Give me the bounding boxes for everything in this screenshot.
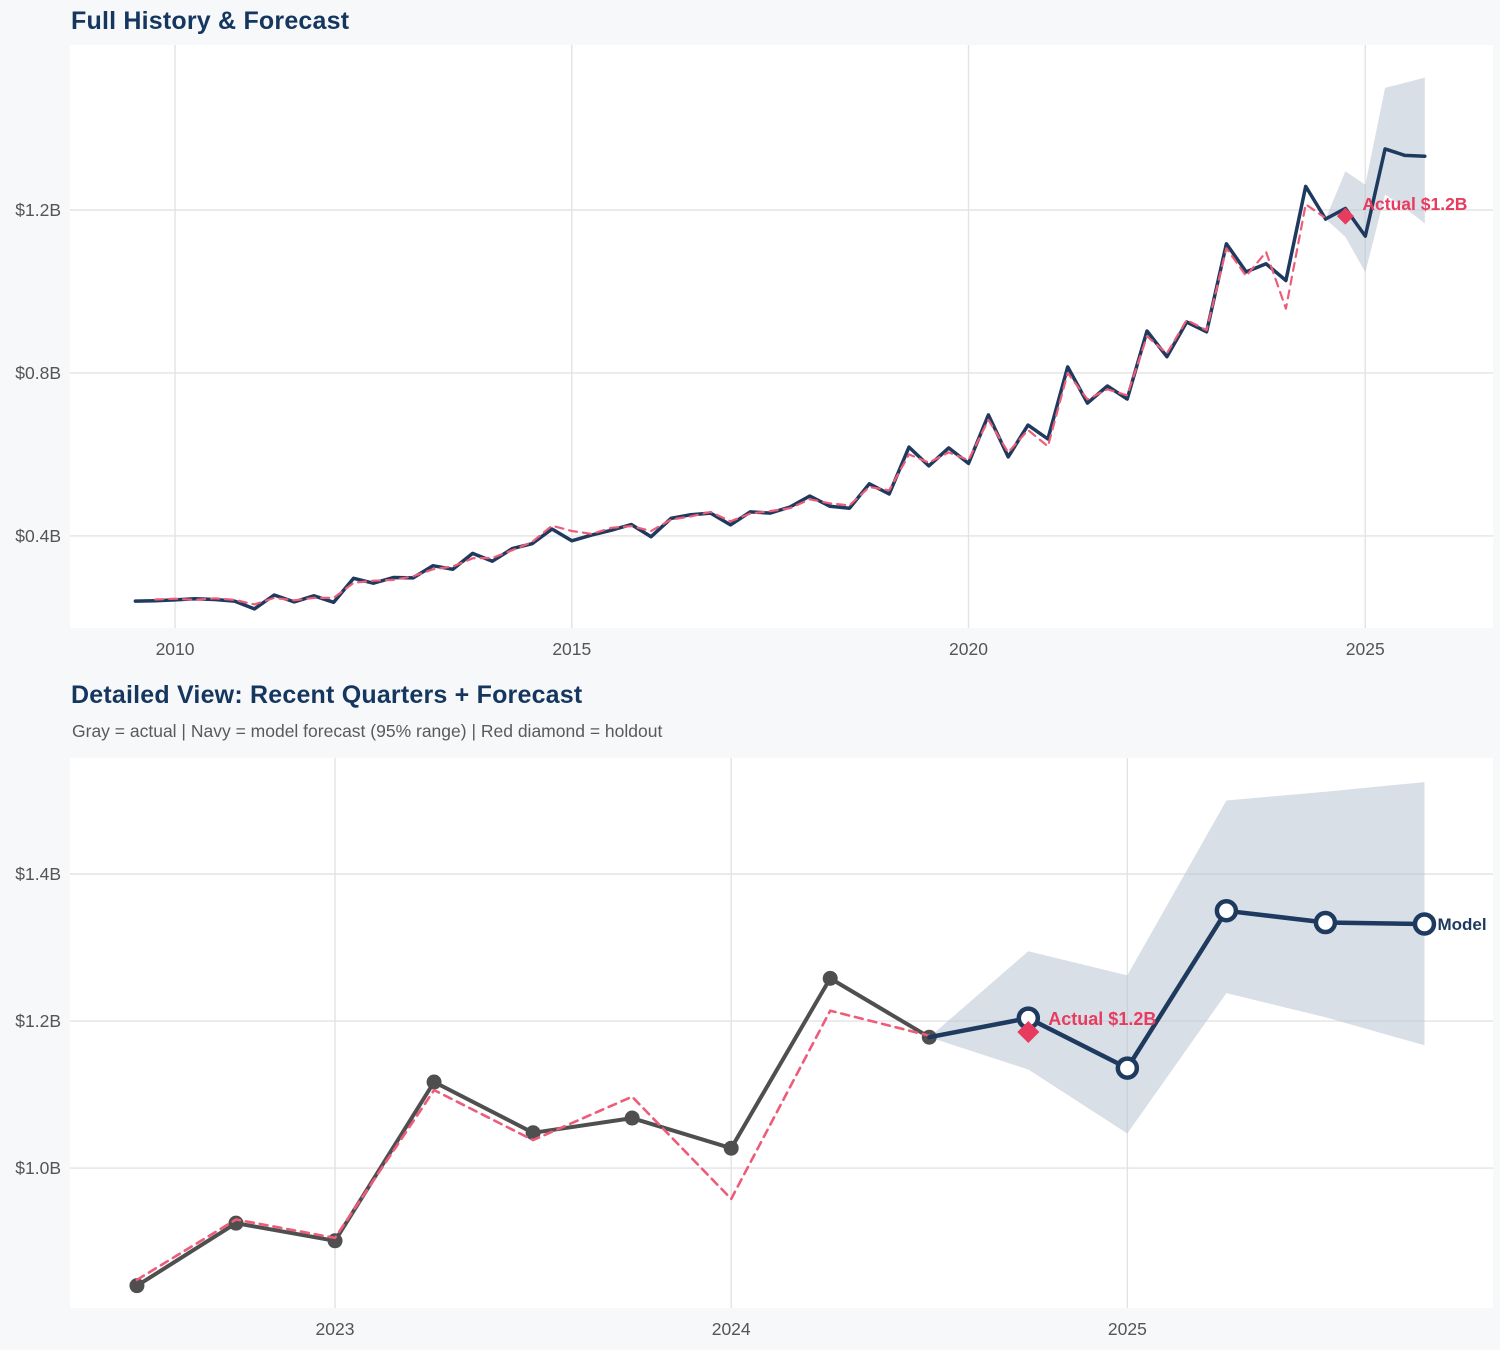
actual-point-marker — [624, 1110, 640, 1126]
actual-point-marker — [327, 1233, 343, 1249]
forecast-line — [1323, 147, 1427, 238]
actual-point-marker — [129, 1278, 145, 1294]
model-forecast-line — [927, 908, 1427, 1071]
y-axis-tick-label: $1.2B — [15, 1011, 61, 1031]
x-axis-tick-label: 2025 — [1346, 639, 1385, 659]
actual-point-marker — [228, 1215, 244, 1231]
chart-title-full-history: Full History & Forecast — [71, 7, 350, 35]
chart-title-detailed-view: Detailed View: Recent Quarters + Forecas… — [71, 681, 583, 709]
y-axis-tick-label: $0.4B — [15, 526, 61, 546]
model-forecast-point-marker — [1313, 910, 1338, 935]
chart-legend-subtitle: Gray = actual | Navy = model forecast (9… — [72, 721, 663, 741]
y-axis-tick-label: $0.8B — [15, 363, 61, 383]
x-axis-tick-label: 2025 — [1108, 1319, 1147, 1339]
y-axis-tick-label: $1.2B — [15, 200, 61, 220]
fitted-line — [135, 1009, 931, 1282]
annotation-label: Actual $1.2B — [1362, 194, 1467, 214]
actual-line — [133, 184, 1328, 611]
actual-point-marker — [723, 1140, 739, 1156]
model-forecast-point-marker — [1214, 899, 1239, 923]
y-axis-tick-label: $1.0B — [15, 1158, 61, 1178]
plot-area — [70, 45, 1493, 628]
y-axis-tick-label: $1.4B — [15, 864, 61, 884]
annotation-label: Actual $1.2B — [1048, 1009, 1156, 1029]
x-axis-tick-label: 2015 — [552, 639, 591, 659]
actual-point-marker — [822, 970, 838, 986]
model-forecast-point-marker — [1115, 1056, 1140, 1080]
model-forecast-point-marker — [1412, 912, 1437, 936]
holdout-diamond-marker — [1017, 1021, 1040, 1044]
x-axis-tick-label: 2023 — [316, 1319, 355, 1339]
x-axis-tick-label: 2010 — [156, 639, 195, 659]
fitted-line — [154, 203, 1327, 606]
actual-point-marker — [426, 1074, 442, 1090]
annotation-label: Model — [1437, 915, 1486, 934]
confidence-band — [929, 782, 1425, 1134]
holdout-diamond-marker — [1336, 207, 1354, 225]
x-axis-tick-label: 2024 — [712, 1319, 751, 1339]
actual-point-marker — [525, 1125, 541, 1141]
confidence-band — [1325, 77, 1425, 273]
x-axis-tick-label: 2020 — [949, 639, 988, 659]
